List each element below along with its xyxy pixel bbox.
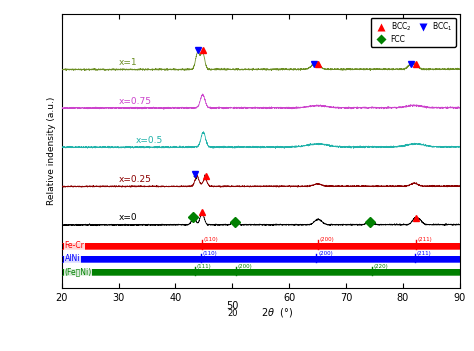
Text: (211): (211) (417, 251, 431, 256)
Text: (211): (211) (418, 237, 432, 242)
Text: x=0.25: x=0.25 (118, 175, 151, 184)
Text: x=1: x=1 (118, 58, 137, 67)
Text: 2$\theta$  ($\degree$): 2$\theta$ ($\degree$) (261, 306, 292, 319)
Bar (62, 269, 460, 275)
Text: x=0.75: x=0.75 (118, 97, 152, 106)
Text: (Fe，Ni): (Fe，Ni) (64, 268, 91, 277)
Text: (200): (200) (238, 264, 253, 269)
Text: (110): (110) (204, 237, 219, 242)
Text: Fe-Cr: Fe-Cr (64, 241, 84, 250)
Text: AlNi: AlNi (64, 254, 80, 264)
Text: (220): (220) (374, 264, 388, 269)
Bar (62, 243, 460, 249)
Text: x=0.5: x=0.5 (136, 136, 163, 145)
Text: (200): (200) (319, 237, 334, 242)
Text: 20: 20 (227, 309, 237, 318)
Y-axis label: Relative indensity (a.u.): Relative indensity (a.u.) (47, 97, 56, 205)
Text: (111): (111) (197, 264, 212, 269)
Legend: BCC$_2$, FCC, BCC$_1$: BCC$_2$, FCC, BCC$_1$ (371, 18, 456, 47)
Bar (62, 256, 460, 262)
Text: (110): (110) (203, 251, 218, 256)
Text: 50: 50 (226, 301, 238, 311)
Text: (200): (200) (318, 251, 333, 256)
Text: x=0: x=0 (118, 213, 137, 223)
